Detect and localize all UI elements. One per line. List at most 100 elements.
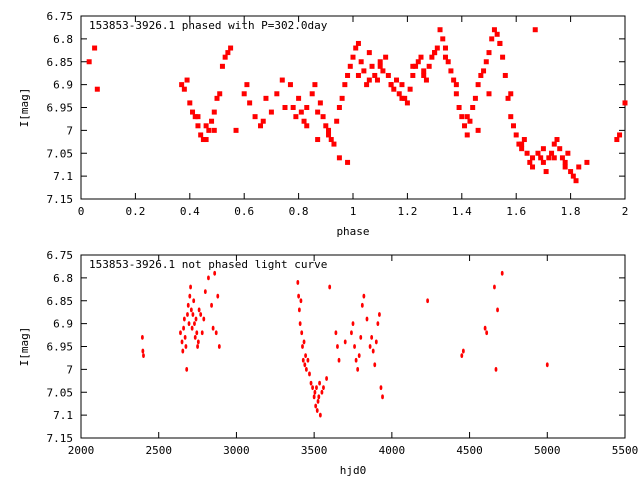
data-point xyxy=(312,394,316,400)
data-point xyxy=(211,109,217,115)
data-point xyxy=(614,137,620,143)
data-point xyxy=(429,54,435,60)
data-points-unphased xyxy=(140,270,549,418)
data-point xyxy=(228,45,234,51)
data-point xyxy=(336,155,342,161)
data-point xyxy=(460,353,464,359)
x-tick-label: 2000 xyxy=(68,444,95,457)
y-tick-label: 6.95 xyxy=(47,102,74,115)
data-point xyxy=(304,353,307,359)
data-point xyxy=(222,54,228,60)
data-point xyxy=(500,54,506,60)
data-point xyxy=(470,105,476,110)
data-point xyxy=(362,293,366,299)
data-point xyxy=(184,77,190,83)
data-point xyxy=(303,362,307,368)
x-tick-label: 1.8 xyxy=(561,205,581,218)
data-point xyxy=(378,312,381,317)
data-point xyxy=(432,50,438,56)
data-point xyxy=(496,307,499,313)
data-point xyxy=(418,54,424,60)
data-point xyxy=(462,123,468,129)
data-point xyxy=(366,77,372,83)
data-point xyxy=(570,173,576,179)
data-point xyxy=(298,109,304,115)
data-point xyxy=(622,100,628,106)
data-points-phased xyxy=(86,27,628,184)
y-tick-label: 6.85 xyxy=(47,56,74,69)
axis-ticks-unphased: 2000 2500 3000 3500 4000 4500 5000 5500 6.75 6.8 6… xyxy=(47,249,639,457)
data-point xyxy=(467,118,473,124)
data-point xyxy=(370,334,374,340)
x-tick-label: 0.4 xyxy=(180,205,200,218)
data-point xyxy=(192,298,196,304)
data-point xyxy=(140,334,144,340)
data-point xyxy=(196,339,200,345)
data-point xyxy=(437,27,443,33)
x-tick-label: 1.6 xyxy=(506,205,526,218)
phased-light-curve-panel: 0 0.2 0.4 0.6 0.8 1 1.2 1.4 1.6 1.8 2 6.75 6.8 6.85 6.… xyxy=(18,10,628,238)
data-point xyxy=(200,137,206,143)
chart-title-phased: 153853-3926.1 phased with P=302.0day xyxy=(89,19,328,32)
data-point xyxy=(194,316,198,322)
data-point xyxy=(494,31,500,37)
y-tick-label: 6.8 xyxy=(53,272,73,285)
data-point xyxy=(247,100,253,106)
data-point xyxy=(562,164,568,170)
x-tick-label: 1.2 xyxy=(397,205,417,218)
data-point xyxy=(263,95,269,101)
data-point xyxy=(464,132,470,138)
x-tick-label: 2 xyxy=(622,205,629,218)
data-point xyxy=(407,86,413,92)
data-point xyxy=(551,141,557,147)
data-point xyxy=(181,86,187,92)
data-point xyxy=(489,36,495,42)
x-tick-label: 4500 xyxy=(456,444,483,457)
data-point xyxy=(472,95,478,101)
data-point xyxy=(562,159,568,165)
data-point xyxy=(195,114,201,120)
data-point xyxy=(516,141,522,147)
data-point xyxy=(342,82,348,88)
axis-ticks-phased: 0 0.2 0.4 0.6 0.8 1 1.2 1.4 1.6 1.8 2 6.75 6.8 6.85 6.… xyxy=(47,10,629,218)
data-point xyxy=(184,344,188,349)
data-point xyxy=(361,68,367,74)
data-point xyxy=(326,127,332,133)
data-point xyxy=(423,77,429,83)
data-point xyxy=(415,59,421,65)
data-point xyxy=(225,50,231,56)
data-point xyxy=(413,63,419,69)
data-point xyxy=(308,371,311,377)
data-point xyxy=(282,105,288,110)
data-point xyxy=(445,59,451,65)
data-point xyxy=(86,59,92,65)
data-point xyxy=(195,123,201,129)
y-tick-label: 6.95 xyxy=(47,341,74,354)
y-tick-label: 7.05 xyxy=(47,147,74,160)
data-point xyxy=(203,123,209,129)
x-tick-label: 5500 xyxy=(612,444,639,457)
data-point xyxy=(297,307,301,313)
data-point xyxy=(381,394,384,400)
data-point xyxy=(313,389,317,395)
x-tick-label: 0.6 xyxy=(234,205,254,218)
data-point xyxy=(315,109,321,115)
x-tick-label: 1 xyxy=(350,205,357,218)
data-point xyxy=(494,366,498,372)
data-point xyxy=(368,344,372,349)
data-point xyxy=(421,68,427,74)
data-point xyxy=(190,109,196,115)
y-tick-label: 7 xyxy=(66,363,73,376)
x-tick-label: 0.8 xyxy=(289,205,309,218)
data-point xyxy=(530,164,536,170)
data-point xyxy=(369,63,375,69)
data-point xyxy=(519,146,525,152)
data-point xyxy=(353,344,356,349)
data-point xyxy=(190,325,194,331)
data-point xyxy=(483,325,487,331)
data-point xyxy=(559,155,565,161)
data-point xyxy=(301,344,304,349)
x-axis-label-phased: phase xyxy=(336,225,369,238)
